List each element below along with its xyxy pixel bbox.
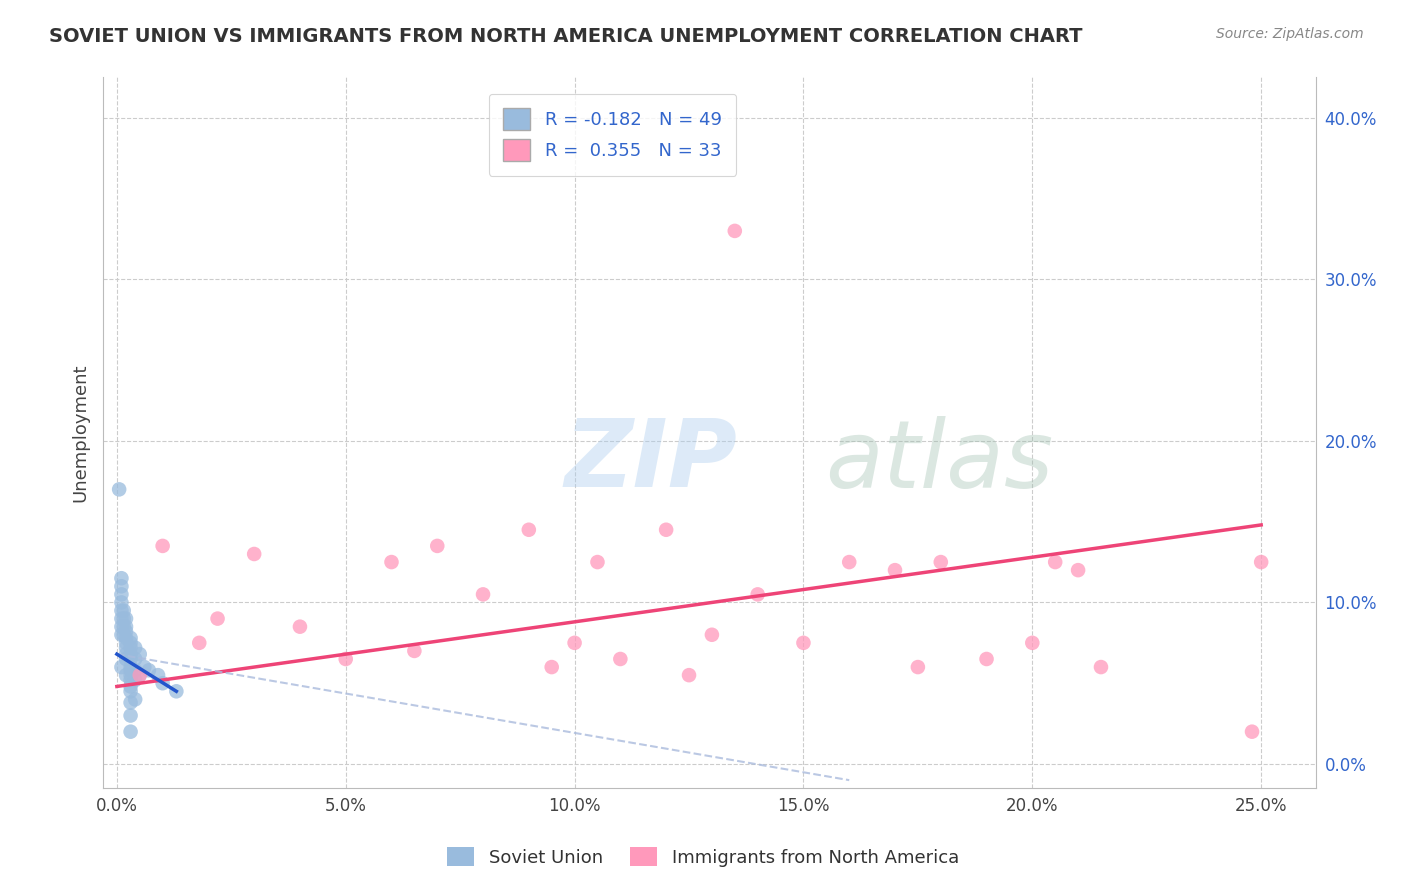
Point [404,644,426,658]
Point [112,628,135,642]
Point [110,660,132,674]
Point [128,668,150,682]
Point [792,636,814,650]
Point [110,628,132,642]
Point [120,663,142,677]
Point [115,620,138,634]
Point [110,612,132,626]
Point [1067,563,1090,577]
Point [134,660,156,674]
Point [115,640,138,655]
Point [1021,636,1043,650]
Point [907,660,929,674]
Point [243,547,266,561]
Point [678,668,700,682]
Point [976,652,998,666]
Point [929,555,952,569]
Point [110,595,132,609]
Point [120,640,142,655]
Point [380,555,402,569]
Point [1090,660,1112,674]
Point [335,652,357,666]
Point [1043,555,1066,569]
Point [115,636,138,650]
Point [120,636,142,650]
Point [110,571,132,585]
Point [120,647,142,661]
Point [472,587,495,601]
Point [146,668,169,682]
Text: Source: ZipAtlas.com: Source: ZipAtlas.com [1216,27,1364,41]
Point [120,631,142,645]
Point [120,724,142,739]
Point [120,660,142,674]
Point [124,640,146,655]
Text: SOVIET UNION VS IMMIGRANTS FROM NORTH AMERICA UNEMPLOYMENT CORRELATION CHART: SOVIET UNION VS IMMIGRANTS FROM NORTH AM… [49,27,1083,45]
Point [1240,724,1263,739]
Point [115,668,138,682]
Point [115,631,138,645]
Point [110,620,132,634]
Point [517,523,540,537]
Point [128,647,150,661]
Point [165,684,187,698]
Point [112,603,135,617]
Point [540,660,562,674]
Point [120,684,142,698]
Point [112,620,135,634]
Point [124,673,146,687]
Point [700,628,723,642]
Point [655,523,678,537]
Point [207,612,229,626]
Point [288,620,311,634]
Point [138,663,160,677]
Point [124,652,146,666]
Point [124,692,146,706]
Point [115,647,138,661]
Point [188,636,211,650]
Point [120,680,142,694]
Text: ZIP: ZIP [564,416,737,508]
Point [115,612,138,626]
Point [120,673,142,687]
Text: atlas: atlas [825,416,1053,507]
Point [120,708,142,723]
Point [724,224,747,238]
Point [884,563,907,577]
Point [108,483,131,497]
Point [152,539,174,553]
Point [110,603,132,617]
Point [124,663,146,677]
Point [586,555,609,569]
Point [110,587,132,601]
Y-axis label: Unemployment: Unemployment [72,364,89,502]
Point [115,624,138,639]
Point [747,587,769,601]
Legend: R = -0.182   N = 49, R =  0.355   N = 33: R = -0.182 N = 49, R = 0.355 N = 33 [489,94,737,176]
Point [128,668,150,682]
Point [1250,555,1272,569]
Point [110,579,132,593]
Point [838,555,860,569]
Point [120,696,142,710]
Legend: Soviet Union, Immigrants from North America: Soviet Union, Immigrants from North Amer… [440,840,966,874]
Point [120,652,142,666]
Point [112,612,135,626]
Point [115,652,138,666]
Point [152,676,174,690]
Point [564,636,586,650]
Point [120,668,142,682]
Point [426,539,449,553]
Point [609,652,631,666]
